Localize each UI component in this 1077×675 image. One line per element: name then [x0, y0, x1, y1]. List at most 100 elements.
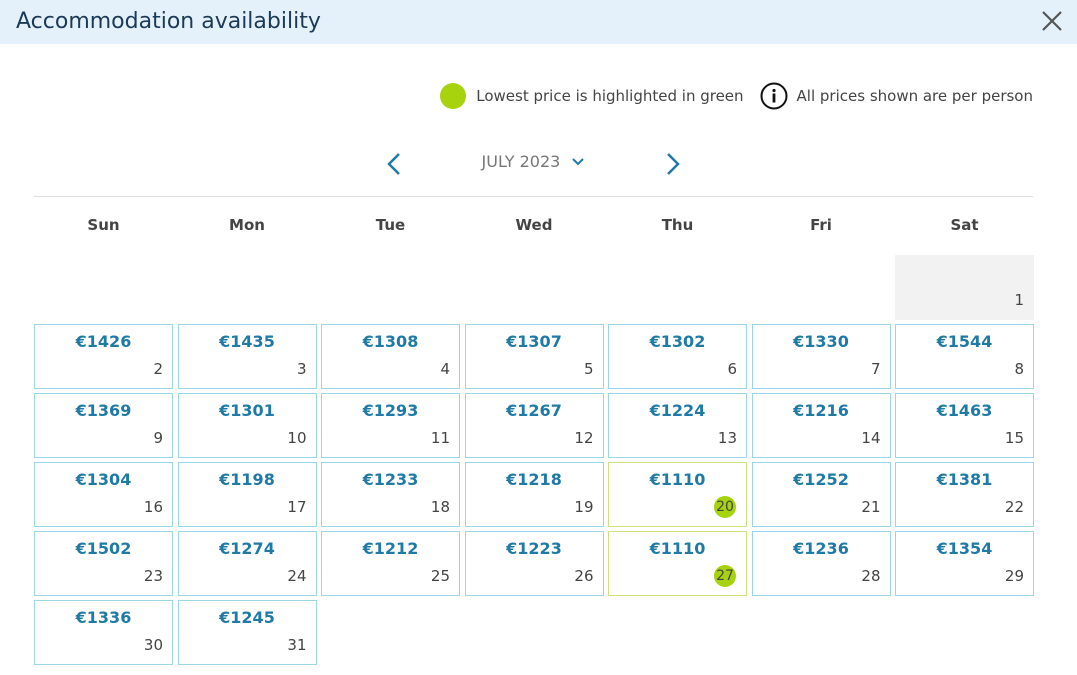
day-cell[interactable]: €1236 28: [751, 531, 891, 596]
day-cell[interactable]: €1336 30: [34, 600, 173, 665]
price: €1307: [506, 332, 562, 351]
price: €1236: [793, 539, 849, 558]
day-number: 17: [287, 498, 307, 516]
day-number: 14: [861, 429, 881, 447]
day-cell[interactable]: €1274 24: [177, 531, 317, 596]
price: €1293: [362, 401, 419, 420]
weekday: Wed: [515, 216, 553, 234]
day-number: 24: [287, 567, 307, 585]
day-number: 11: [430, 429, 450, 447]
day-cell[interactable]: €1212 25: [321, 531, 460, 596]
divider: [34, 196, 1033, 197]
day-number: 9: [153, 429, 163, 447]
day-cell[interactable]: €1502 23: [34, 531, 173, 596]
day-number: 30: [143, 636, 163, 654]
price: €1110: [649, 539, 706, 558]
day-cell[interactable]: €1304 16: [34, 462, 173, 527]
day-cell: 1: [895, 255, 1034, 320]
close-button[interactable]: [1041, 10, 1063, 32]
weekday: Tue: [375, 216, 406, 234]
day-number: 12: [574, 429, 594, 447]
day-cell[interactable]: €1245 31: [177, 600, 317, 665]
day-cell[interactable]: €1110 20: [608, 462, 747, 527]
day-number: 27: [714, 565, 736, 587]
info-icon: [760, 82, 788, 110]
prev-month[interactable]: [386, 152, 402, 176]
price: €1304: [75, 470, 132, 489]
day-number: 6: [727, 360, 737, 378]
day-cell[interactable]: €1267 12: [464, 393, 604, 458]
price: €1426: [75, 332, 132, 351]
day-cell[interactable]: €1198 17: [177, 462, 317, 527]
green-dot: [440, 83, 467, 109]
day-cell[interactable]: €1307 5: [464, 324, 604, 389]
day-number: 22: [1004, 498, 1024, 516]
price: €1218: [506, 470, 562, 489]
price: €1369: [75, 401, 132, 420]
day-number: 1: [1014, 291, 1024, 309]
day-cell[interactable]: €1463 15: [895, 393, 1034, 458]
day-number: 20: [714, 496, 736, 518]
day-cell[interactable]: €1224 13: [608, 393, 747, 458]
month-nav: JULY 2023: [34, 152, 1033, 175]
weekday: Thu: [661, 216, 694, 234]
day-cell[interactable]: €1330 7: [751, 324, 891, 389]
price: €1502: [75, 539, 132, 558]
day-cell[interactable]: €1354 29: [895, 531, 1034, 596]
day-cell[interactable]: €1369 9: [34, 393, 173, 458]
price: €1301: [219, 401, 275, 420]
day-number: 25: [430, 567, 450, 585]
day-cell[interactable]: €1544 8: [895, 324, 1034, 389]
day-cell[interactable]: €1252 21: [751, 462, 891, 527]
day-number: 23: [143, 567, 163, 585]
day-number: 29: [1004, 567, 1024, 585]
dialog-title: Accommodation availability: [16, 9, 321, 34]
day-cell[interactable]: €1216 14: [751, 393, 891, 458]
weekday: Sat: [950, 216, 979, 234]
header: Accommodation availability: [0, 0, 1077, 44]
price: €1267: [506, 401, 562, 420]
next-month[interactable]: [665, 152, 681, 176]
day-cell[interactable]: €1218 19: [464, 462, 604, 527]
day-cell[interactable]: €1233 18: [321, 462, 460, 527]
legend-info: All prices shown are per person: [796, 87, 1033, 105]
price: €1252: [793, 470, 849, 489]
price: €1212: [362, 539, 419, 558]
price: €1233: [362, 470, 419, 489]
day-number: 5: [583, 360, 594, 378]
day-cell[interactable]: €1293 11: [321, 393, 460, 458]
day-number: 21: [861, 498, 881, 516]
day-number: 4: [440, 360, 450, 378]
price: €1330: [793, 332, 849, 351]
price: €1354: [936, 539, 993, 558]
day-number: 31: [287, 636, 307, 654]
month-dropdown[interactable]: [571, 157, 585, 167]
day-cell[interactable]: €1302 6: [608, 324, 747, 389]
day-cell[interactable]: €1301 10: [177, 393, 317, 458]
day-cell[interactable]: €1426 2: [34, 324, 173, 389]
day-number: 3: [296, 360, 307, 378]
day-number: 16: [143, 498, 163, 516]
price: €1544: [936, 332, 993, 351]
day-cell[interactable]: €1223 26: [464, 531, 604, 596]
day-cell[interactable]: €1110 27: [608, 531, 747, 596]
price: €1463: [936, 401, 993, 420]
price: €1245: [219, 608, 275, 627]
price: €1336: [75, 608, 132, 627]
price: €1381: [936, 470, 993, 489]
price: €1198: [219, 470, 275, 489]
legend: Lowest price is highlighted in green All…: [440, 82, 1033, 110]
price: €1435: [219, 332, 275, 351]
price: €1224: [649, 401, 706, 420]
weekday: Fri: [810, 216, 832, 234]
month-label[interactable]: JULY 2023: [481, 152, 561, 171]
day-cell[interactable]: €1308 4: [321, 324, 460, 389]
day-number: 10: [287, 429, 307, 447]
day-number: 7: [870, 360, 881, 378]
day-number: 8: [1014, 360, 1024, 378]
day-number: 18: [430, 498, 450, 516]
weekday: Mon: [229, 216, 265, 234]
day-cell[interactable]: €1381 22: [895, 462, 1034, 527]
day-cell[interactable]: €1435 3: [177, 324, 317, 389]
